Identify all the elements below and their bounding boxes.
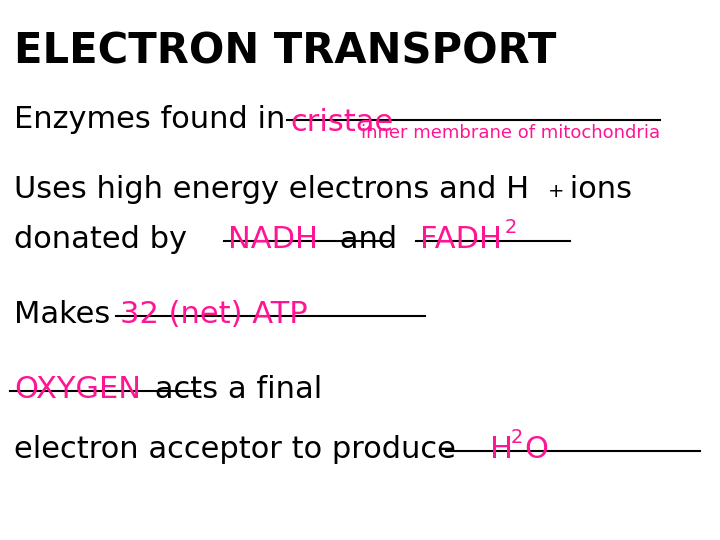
Text: ions: ions (560, 175, 632, 204)
Text: inner membrane of mitochondria: inner membrane of mitochondria (361, 124, 660, 142)
Text: +: + (548, 182, 564, 201)
Text: 32 (net) ATP: 32 (net) ATP (120, 300, 307, 329)
Text: Makes: Makes (14, 300, 120, 329)
Text: donated by: donated by (14, 225, 197, 254)
Text: electron acceptor to produce: electron acceptor to produce (14, 435, 466, 464)
Text: 2: 2 (511, 428, 523, 447)
Text: ELECTRON TRANSPORT: ELECTRON TRANSPORT (14, 30, 557, 72)
Text: H: H (490, 435, 513, 464)
Text: O: O (524, 435, 548, 464)
Text: Uses high energy electrons and H: Uses high energy electrons and H (14, 175, 529, 204)
Text: and: and (330, 225, 407, 254)
Text: 2: 2 (505, 218, 518, 237)
Text: FADH: FADH (420, 225, 502, 254)
Text: NADH: NADH (228, 225, 318, 254)
Text: OXYGEN: OXYGEN (14, 375, 141, 404)
Text: cristae: cristae (290, 108, 393, 137)
Text: Enzymes found in: Enzymes found in (14, 105, 295, 134)
Text: acts a final: acts a final (145, 375, 323, 404)
